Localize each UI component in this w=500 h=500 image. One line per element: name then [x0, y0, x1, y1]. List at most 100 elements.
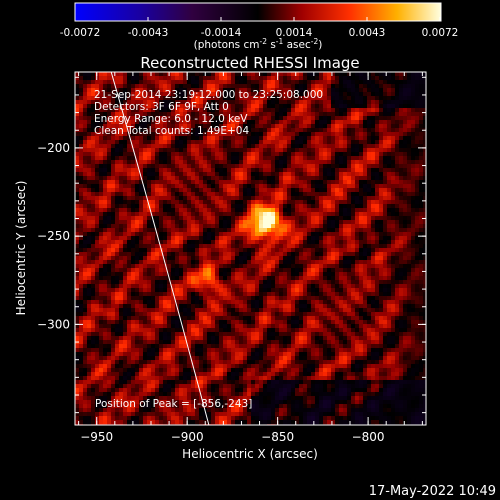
heatmap-cell [311, 248, 316, 253]
heatmap-cell [243, 108, 248, 113]
heatmap-cell [251, 84, 256, 89]
heatmap-cell [147, 116, 152, 121]
heatmap-cell [295, 72, 300, 77]
heatmap-cell [159, 260, 164, 265]
heatmap-cell [347, 212, 352, 217]
heatmap-cell [167, 216, 172, 221]
heatmap-cell [327, 152, 332, 157]
heatmap-cell [351, 92, 356, 97]
heatmap-cell [403, 88, 408, 93]
heatmap-cell [267, 264, 272, 269]
heatmap-cell [191, 180, 196, 185]
heatmap-cell [279, 220, 284, 225]
heatmap-cell [79, 292, 84, 297]
heatmap-cell [411, 140, 416, 145]
heatmap-cell [127, 292, 132, 297]
heatmap-cell [303, 228, 308, 233]
heatmap-cell [119, 160, 124, 165]
heatmap-cell [111, 212, 116, 217]
heatmap-cell [103, 192, 108, 197]
heatmap-cell [131, 180, 136, 185]
heatmap-cell [175, 76, 180, 81]
heatmap-cell [135, 232, 140, 237]
heatmap-cell [347, 236, 352, 241]
heatmap-cell [387, 164, 392, 169]
heatmap-cell [183, 168, 188, 173]
heatmap-cell [355, 184, 360, 189]
heatmap-cell [235, 276, 240, 281]
heatmap-cell [311, 284, 316, 289]
heatmap-cell [419, 132, 424, 137]
heatmap-cell [79, 96, 84, 101]
heatmap-cell [319, 268, 324, 273]
heatmap-cell [123, 160, 128, 165]
heatmap-cell [171, 204, 176, 209]
heatmap-cell [291, 236, 296, 241]
heatmap-cell [175, 288, 180, 293]
heatmap-cell [219, 232, 224, 237]
heatmap-cell [119, 236, 124, 241]
heatmap-cell [355, 248, 360, 253]
heatmap-cell [91, 112, 96, 117]
heatmap-cell [295, 164, 300, 169]
heatmap-cell [171, 112, 176, 117]
heatmap-cell [267, 132, 272, 137]
heatmap-cell [211, 128, 216, 133]
heatmap-cell [271, 104, 276, 109]
heatmap-cell [255, 96, 260, 101]
heatmap-cell [119, 272, 124, 277]
heatmap-cell [183, 248, 188, 253]
heatmap-cell [363, 192, 368, 197]
heatmap-cell [175, 164, 180, 169]
heatmap-cell [147, 180, 152, 185]
heatmap-cell [227, 152, 232, 157]
colorbar-ticks: -0.0072 -0.0043 -0.0014 0.0014 0.0043 0.0072 [60, 17, 458, 39]
heatmap-cell [391, 160, 396, 165]
heatmap-cell [363, 280, 368, 285]
heatmap-cell [167, 108, 172, 113]
heatmap-cell [395, 80, 400, 85]
heatmap-cell [415, 220, 420, 225]
heatmap-cell [359, 244, 364, 249]
heatmap-cell [395, 108, 400, 113]
heatmap-cell [223, 172, 228, 177]
heatmap-cell [307, 248, 312, 253]
heatmap-cell [391, 164, 396, 169]
heatmap-cell [243, 268, 248, 273]
heatmap-cell [331, 248, 336, 253]
heatmap-cell [283, 128, 288, 133]
heatmap-cell [271, 240, 276, 245]
heatmap-cell [139, 184, 144, 189]
heatmap-cell [227, 92, 232, 97]
heatmap-cell [123, 152, 128, 157]
heatmap-cell [283, 156, 288, 161]
heatmap-cell [319, 168, 324, 173]
heatmap-cell [279, 116, 284, 121]
heatmap-cell [315, 200, 320, 205]
heatmap-cell [343, 148, 348, 153]
heatmap-cell [351, 260, 356, 265]
heatmap-cell [419, 92, 424, 97]
heatmap-cell [367, 220, 372, 225]
heatmap-cell [199, 124, 204, 129]
heatmap-cell [251, 200, 256, 205]
heatmap-cell [227, 84, 232, 89]
heatmap-cell [323, 268, 328, 273]
heatmap-cell [187, 148, 192, 153]
heatmap-cell [299, 200, 304, 205]
heatmap-cell [231, 224, 236, 229]
heatmap-cell [95, 80, 100, 85]
heatmap-cell [107, 176, 112, 181]
heatmap-cell [203, 152, 208, 157]
heatmap-cell [363, 104, 368, 109]
heatmap-cell [147, 112, 152, 117]
heatmap-cell [243, 256, 248, 261]
heatmap-cell [335, 100, 340, 105]
heatmap-cell [191, 208, 196, 213]
heatmap-cell [135, 132, 140, 137]
heatmap-cell [103, 180, 108, 185]
heatmap-cell [99, 84, 104, 89]
heatmap-cell [143, 280, 148, 285]
heatmap-cell [87, 256, 92, 261]
heatmap-cell [203, 176, 208, 181]
